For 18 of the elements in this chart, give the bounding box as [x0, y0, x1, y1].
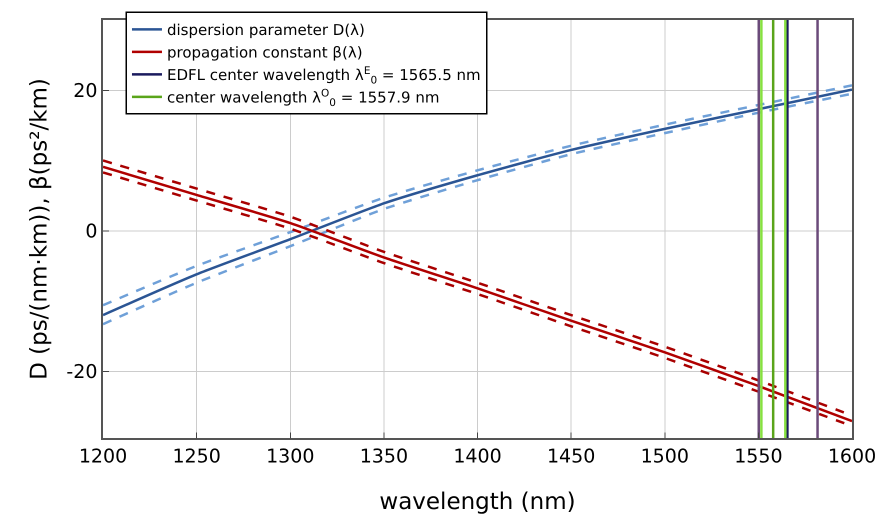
y-tick-label: 0: [85, 220, 98, 242]
x-tick-label: 1450: [546, 446, 596, 468]
y-axis-title: D (ps/(nm·km)), β(ps²/km): [26, 78, 52, 380]
legend-label: EDFL center wavelength λ$^{E}$$_{0}$ = 1565.5 nm: [166, 64, 481, 86]
y-tick-label: -20: [66, 360, 98, 383]
legend-label: center wavelength λ$^{O}$$_{0}$ = 1557.9 nm: [166, 87, 440, 109]
x-axis-title: wavelength (nm): [379, 489, 576, 515]
x-tick-label: 1600: [828, 446, 876, 468]
x-tick-label: 1300: [266, 446, 314, 468]
legend-label: propagation constant β(λ): [166, 44, 363, 62]
x-tick-label: 1200: [78, 446, 128, 468]
x-tick-label: 1550: [734, 446, 783, 468]
y-tick-label: 20: [73, 80, 98, 102]
x-tick-label: 1400: [453, 446, 502, 468]
legend-label: dispersion parameter D(λ): [166, 21, 365, 40]
x-tick-label: 1350: [360, 446, 408, 468]
x-tick-label: 1250: [172, 446, 221, 468]
x-tick-label: 1500: [640, 446, 689, 468]
